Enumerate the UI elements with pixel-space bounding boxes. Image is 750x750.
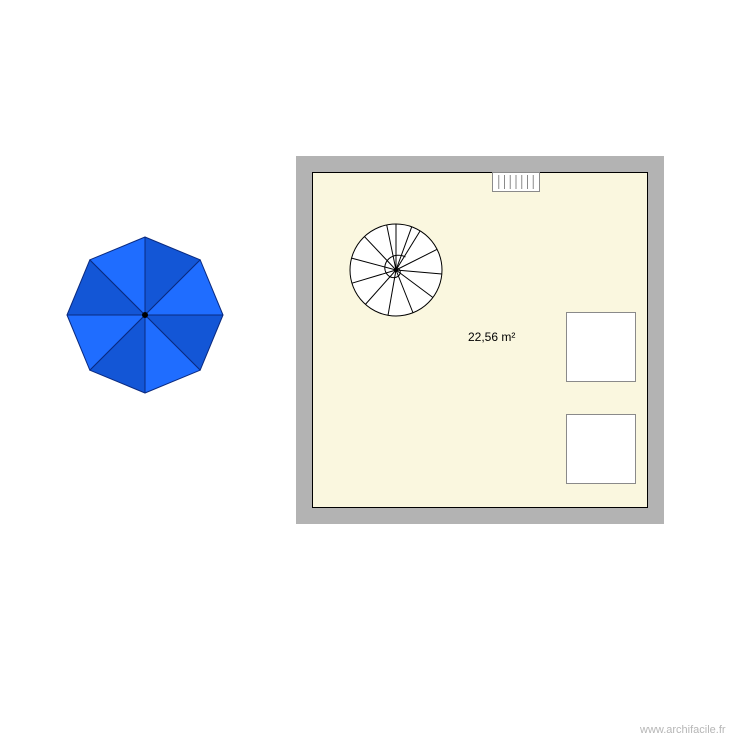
room-area-label: 22,56 m²: [468, 330, 515, 344]
watermark-link[interactable]: www.archifacile.fr: [640, 724, 726, 736]
umbrella-icon: [45, 215, 245, 415]
white-box: [566, 414, 636, 484]
white-box: [566, 312, 636, 382]
bookcase-icon: [492, 172, 540, 192]
spiral-stairs-icon: [336, 210, 456, 330]
floorplan-canvas: 22,56 m² www.archifacile.fr: [0, 0, 750, 750]
